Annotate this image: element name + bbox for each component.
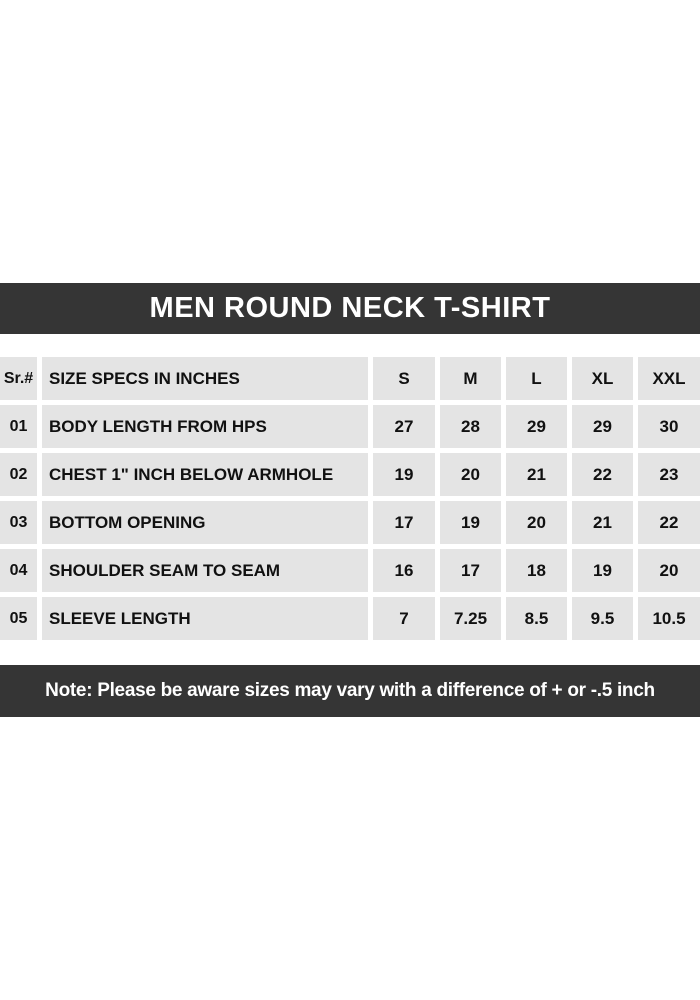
row-value: 29: [572, 405, 633, 448]
row-label: SHOULDER SEAM TO SEAM: [42, 549, 368, 592]
row-value: 7.25: [440, 597, 501, 640]
col-header-sr: Sr.#: [0, 357, 37, 400]
col-header-spec: SIZE SPECS IN INCHES: [42, 357, 368, 400]
col-header-size-s: S: [373, 357, 435, 400]
row-value: 19: [572, 549, 633, 592]
row-label: CHEST 1" INCH BELOW ARMHOLE: [42, 453, 368, 496]
row-number: 01: [0, 405, 37, 448]
row-value: 18: [506, 549, 567, 592]
row-value: 9.5: [572, 597, 633, 640]
row-value: 28: [440, 405, 501, 448]
row-value: 20: [638, 549, 700, 592]
row-label: SLEEVE LENGTH: [42, 597, 368, 640]
row-value: 30: [638, 405, 700, 448]
size-table: Sr.# SIZE SPECS IN INCHES S M L XL XXL 0…: [0, 357, 700, 640]
row-value: 20: [440, 453, 501, 496]
row-value: 22: [572, 453, 633, 496]
row-value: 17: [440, 549, 501, 592]
col-header-size-xl: XL: [572, 357, 633, 400]
row-value: 29: [506, 405, 567, 448]
row-number: 02: [0, 453, 37, 496]
row-value: 17: [373, 501, 435, 544]
chart-title-bar: MEN ROUND NECK T-SHIRT: [0, 283, 700, 334]
row-value: 19: [440, 501, 501, 544]
row-value: 21: [506, 453, 567, 496]
row-value: 10.5: [638, 597, 700, 640]
col-header-size-l: L: [506, 357, 567, 400]
row-value: 16: [373, 549, 435, 592]
col-header-size-m: M: [440, 357, 501, 400]
chart-title: MEN ROUND NECK T-SHIRT: [149, 292, 551, 324]
row-value: 21: [572, 501, 633, 544]
row-value: 20: [506, 501, 567, 544]
row-number: 04: [0, 549, 37, 592]
note-text: Note: Please be aware sizes may vary wit…: [45, 680, 655, 701]
row-value: 23: [638, 453, 700, 496]
note-bar: Note: Please be aware sizes may vary wit…: [0, 665, 700, 717]
col-header-size-xxl: XXL: [638, 357, 700, 400]
row-label: BOTTOM OPENING: [42, 501, 368, 544]
row-number: 03: [0, 501, 37, 544]
row-label: BODY LENGTH FROM HPS: [42, 405, 368, 448]
row-value: 19: [373, 453, 435, 496]
row-value: 27: [373, 405, 435, 448]
row-value: 8.5: [506, 597, 567, 640]
row-value: 22: [638, 501, 700, 544]
row-value: 7: [373, 597, 435, 640]
row-number: 05: [0, 597, 37, 640]
